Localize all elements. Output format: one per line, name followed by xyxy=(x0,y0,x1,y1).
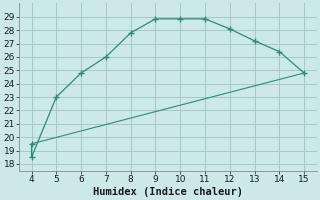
X-axis label: Humidex (Indice chaleur): Humidex (Indice chaleur) xyxy=(93,186,243,197)
